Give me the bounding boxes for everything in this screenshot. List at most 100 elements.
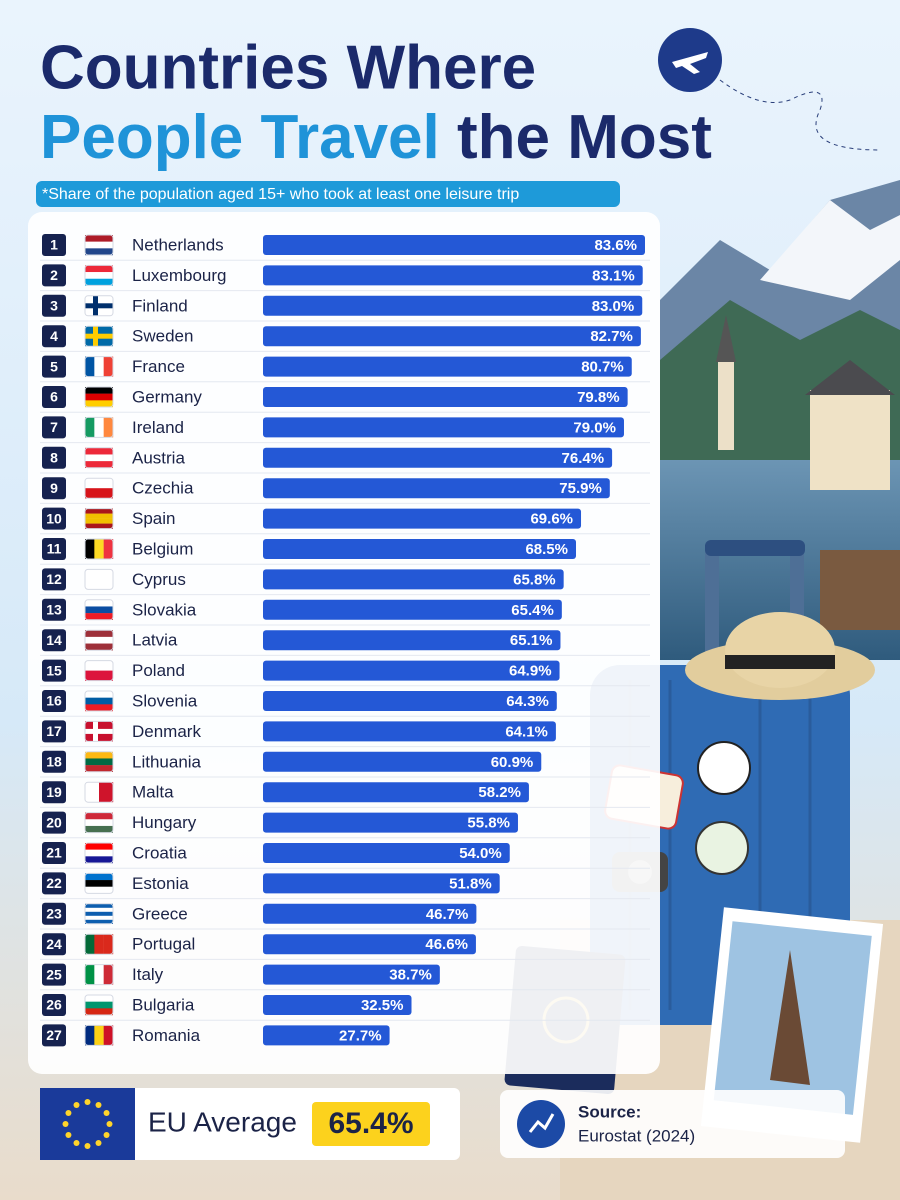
flag-border [84, 751, 114, 773]
rank: 16 [46, 693, 62, 709]
flag [84, 812, 114, 834]
flag [84, 356, 114, 378]
value-label: 83.1% [592, 267, 635, 284]
bar [263, 508, 582, 529]
flag-stripe [94, 1025, 104, 1046]
flag-stripe [85, 873, 113, 881]
value-label: 58.2% [478, 784, 521, 801]
value-label: 38.7% [389, 967, 432, 984]
flag-border [84, 994, 114, 1016]
flag-stripe [85, 400, 113, 408]
bar [263, 569, 564, 590]
rank-box [42, 568, 66, 591]
flag-border [84, 964, 114, 986]
flag-stripe [85, 387, 113, 394]
flag [84, 568, 114, 590]
rank-box [42, 1024, 66, 1047]
flag-stripe [85, 539, 95, 559]
flag-stripe [85, 523, 113, 529]
rank: 17 [46, 723, 62, 739]
bar [263, 417, 624, 438]
value-label: 46.7% [426, 906, 469, 923]
rank: 6 [50, 389, 58, 405]
flag-stripe [103, 356, 114, 377]
value-label: 79.8% [577, 389, 620, 406]
flag-stripe [85, 849, 113, 857]
flag-border [84, 568, 114, 590]
eu-star [62, 1121, 69, 1127]
country: Latvia [132, 631, 178, 650]
country: Greece [132, 904, 188, 923]
rank: 8 [50, 450, 58, 466]
flag-stripe [85, 886, 113, 894]
rank: 22 [46, 875, 62, 891]
flag-stripe [85, 843, 113, 850]
flag-stripe [85, 265, 113, 273]
flag-border [84, 264, 114, 286]
value-label: 82.7% [590, 328, 633, 345]
flag-stripe [85, 478, 113, 489]
flag [84, 264, 114, 286]
flag [84, 872, 114, 894]
flag-stripe [99, 782, 114, 803]
country: Poland [132, 661, 185, 680]
flag-stripe [85, 248, 113, 256]
flag [84, 690, 114, 712]
flag-stripe [85, 907, 113, 912]
flag-stripe [85, 599, 113, 607]
flag-border [84, 416, 114, 438]
flag-border [84, 872, 114, 894]
flag-stripe [94, 934, 104, 955]
flag-stripe [85, 569, 113, 590]
rank: 12 [46, 571, 62, 587]
flag-stripe [85, 825, 113, 833]
flag-border [84, 234, 114, 256]
flag-stripe [85, 1025, 95, 1046]
subtitle-bg [36, 181, 620, 207]
flag-border [84, 508, 114, 530]
eu-star [65, 1132, 72, 1138]
flag-cross [85, 303, 113, 309]
bar [263, 903, 477, 924]
flag-stripe [94, 417, 104, 438]
bar [263, 265, 643, 286]
flag-stripe [103, 934, 114, 955]
flag-stripe [85, 643, 113, 651]
value-label: 51.8% [449, 875, 492, 892]
rank: 24 [46, 936, 62, 952]
value-label: 68.5% [525, 541, 568, 558]
flag [84, 538, 114, 560]
eu-star [103, 1110, 110, 1116]
flag [84, 477, 114, 499]
average-label: EU Average [148, 1106, 297, 1137]
flag-stripe [85, 508, 113, 514]
rank-box [42, 477, 66, 500]
flag [84, 660, 114, 682]
rank: 10 [46, 510, 62, 526]
flag-stripe [85, 934, 95, 955]
value-label: 65.8% [513, 571, 556, 588]
flag [84, 295, 114, 317]
value-label: 64.3% [506, 693, 549, 710]
flag-border [84, 660, 114, 682]
flag-stripe [85, 660, 113, 671]
rank: 13 [46, 602, 62, 618]
rank: 9 [50, 480, 58, 496]
value-label: 83.0% [592, 298, 635, 315]
flag-stripe [103, 964, 114, 985]
flag-stripe [85, 461, 113, 468]
flag-stripe [85, 903, 113, 908]
flag-stripe [85, 513, 113, 519]
rank: 27 [46, 1027, 62, 1043]
flag-stripe [85, 670, 113, 681]
flag-border [84, 356, 114, 378]
rank-box [42, 416, 66, 439]
bar [263, 387, 628, 407]
rank-box [42, 629, 66, 652]
bar [263, 873, 500, 894]
country: Sweden [132, 327, 193, 346]
flag-stripe [85, 704, 113, 712]
flag-stripe [85, 241, 113, 249]
bar [263, 1025, 390, 1046]
flag [84, 599, 114, 621]
